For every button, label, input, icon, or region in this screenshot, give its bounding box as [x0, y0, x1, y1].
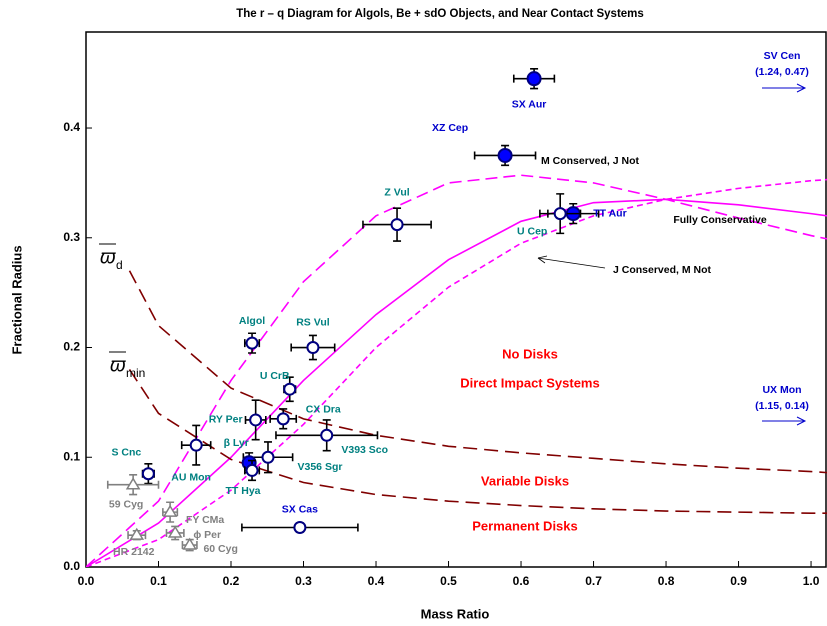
point-label: 60 Cyg [203, 543, 237, 555]
x-tick-label: 0.4 [368, 574, 385, 588]
x-tick-label: 0.9 [730, 574, 747, 588]
plot-area [86, 174, 827, 567]
x-tick-label: 0.3 [295, 574, 312, 588]
point-label: Z Vul [384, 186, 409, 198]
point [320, 428, 334, 442]
point [283, 382, 297, 396]
point-label: TT Aur [593, 207, 626, 219]
x-tick-label: 0.2 [223, 574, 240, 588]
y-tick-label: 0.0 [63, 559, 80, 573]
curve-label: Fully Conservative [673, 214, 767, 226]
annotation: Direct Impact Systems [460, 375, 599, 390]
y-axis-label: Fractional Radius [9, 245, 24, 354]
plot-frame [85, 31, 827, 568]
annotation: No Disks [502, 346, 558, 361]
point [182, 537, 198, 550]
point-label: S Cnc [111, 446, 141, 458]
annotation: Permanent Disks [472, 518, 578, 533]
curve [128, 270, 827, 474]
chart-title: The r – q Diagram for Algols, Be + sdO O… [236, 8, 644, 20]
curve [86, 178, 827, 567]
point [306, 341, 320, 355]
point-label: CX Dra [306, 404, 341, 416]
curve [86, 198, 827, 567]
curve-subscript: d [116, 258, 123, 272]
point [497, 147, 513, 163]
y-tick-label: 0.3 [63, 230, 80, 244]
point-label: TT Hya [226, 485, 261, 497]
arrow-head [537, 255, 548, 264]
point-label: XZ Cep [432, 122, 468, 134]
point-label: RY Per [209, 414, 243, 426]
annotation: Variable Disks [481, 473, 569, 488]
point-label: SX Cas [282, 503, 318, 515]
point [276, 412, 290, 426]
point-label: HR 2142 [113, 546, 155, 558]
curve-symbol: ϖ [110, 354, 126, 376]
point [125, 477, 141, 490]
annotation: UX Mon [762, 384, 801, 396]
point-label: U Cep [517, 225, 547, 237]
point-label: AU Mon [171, 472, 211, 484]
annotation: SV Cen [764, 50, 801, 62]
annotation: (1.24, 0.47) [755, 66, 809, 78]
x-tick-label: 0.8 [658, 574, 675, 588]
x-tick-label: 0.1 [150, 574, 167, 588]
x-tick-label: 0.0 [78, 574, 95, 588]
curve-label: M Conserved, J Not [541, 155, 640, 167]
point-label: V393 Sco [341, 444, 388, 456]
point-label: RS Vul [296, 316, 330, 328]
annotation-arrow [762, 416, 807, 426]
curve-symbol: ϖ [100, 246, 116, 268]
point [553, 207, 567, 221]
curve-label: J Conserved, M Not [613, 264, 712, 276]
point-label: Algol [239, 315, 265, 327]
point [293, 520, 307, 534]
point-label: U CrB [260, 370, 290, 382]
x-tick-label: 1.0 [803, 574, 820, 588]
arrow [537, 257, 606, 269]
point [167, 525, 183, 538]
point-label: V356 Sgr [298, 461, 343, 473]
point-label: ϕ Per [193, 529, 221, 541]
x-tick-label: 0.5 [440, 574, 457, 588]
x-tick-label: 0.7 [585, 574, 602, 588]
point-label: 59 Cyg [109, 498, 143, 510]
x-tick-label: 0.6 [513, 574, 530, 588]
y-tick-label: 0.1 [63, 449, 80, 463]
point [245, 336, 259, 350]
curve [128, 369, 827, 515]
curve [86, 174, 827, 567]
annotation: (1.15, 0.14) [755, 400, 809, 412]
point-label: SX Aur [512, 98, 547, 110]
y-tick-label: 0.4 [63, 120, 80, 134]
point [390, 218, 404, 232]
curve-subscript: min [126, 366, 145, 380]
point-label: FY CMa [186, 514, 224, 526]
x-axis-label: Mass Ratio [421, 606, 490, 621]
point [141, 467, 155, 481]
point [162, 504, 178, 517]
y-tick-label: 0.2 [63, 340, 80, 354]
annotation-arrow [762, 83, 807, 93]
point [129, 527, 145, 540]
point [261, 450, 275, 464]
point [245, 463, 259, 477]
point [249, 413, 263, 427]
point [189, 438, 203, 452]
point-label: β Lyr [224, 437, 249, 449]
point [526, 71, 542, 87]
